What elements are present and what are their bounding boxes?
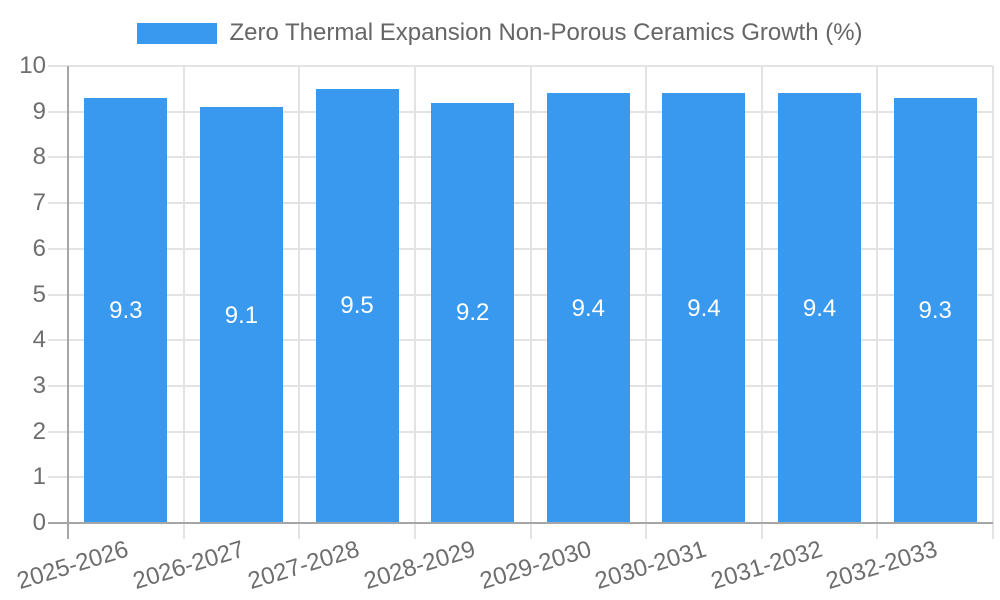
y-tick-label-5: 5 bbox=[32, 280, 46, 308]
bar-value-label-2027-2028: 9.5 bbox=[340, 292, 374, 320]
x-tick-label-2031-2032: 2031-2032 bbox=[707, 535, 826, 595]
bar-2031-2032 bbox=[778, 93, 862, 523]
x-tick-label-2032-2033: 2032-2033 bbox=[823, 535, 941, 595]
x-tick-label-2030-2031: 2030-2031 bbox=[592, 535, 710, 595]
legend-item[interactable]: Zero Thermal Expansion Non-Porous Cerami… bbox=[0, 21, 1000, 45]
gridline-x-8 bbox=[992, 66, 994, 539]
gridline-x-7 bbox=[876, 66, 879, 539]
bar-2032-2033 bbox=[893, 97, 977, 523]
gridline-y-9 bbox=[48, 110, 993, 113]
bar-value-label-2026-2027: 9.1 bbox=[224, 301, 259, 329]
y-tick-label-0: 0 bbox=[32, 509, 46, 536]
gridline-x-1 bbox=[182, 66, 185, 539]
y-tick-label-8: 8 bbox=[32, 143, 46, 171]
y-tick-label-9: 9 bbox=[32, 97, 46, 125]
gridline-y-8 bbox=[48, 156, 993, 159]
bar-value-label-2028-2029: 9.2 bbox=[456, 299, 490, 327]
bar-value-label-2029-2030: 9.4 bbox=[571, 294, 605, 322]
gridline-y-4 bbox=[48, 339, 993, 342]
gridline-y-6 bbox=[48, 247, 993, 250]
legend-label: Zero Thermal Expansion Non-Porous Cerami… bbox=[229, 19, 863, 46]
gridline-x-3 bbox=[413, 66, 416, 539]
bar-value-label-2032-2033: 9.3 bbox=[918, 296, 952, 324]
y-tick-label-3: 3 bbox=[32, 371, 46, 399]
gridline-y-3 bbox=[48, 384, 993, 387]
x-tick-label-2026-2027: 2026-2027 bbox=[129, 535, 248, 595]
gridline-y-1 bbox=[48, 476, 993, 479]
x-axis-line bbox=[48, 522, 993, 524]
y-tick-label-2: 2 bbox=[32, 417, 46, 445]
gridline-x-4 bbox=[529, 66, 532, 539]
y-tick-label-10: 10 bbox=[19, 52, 46, 79]
y-tick-label-4: 4 bbox=[32, 326, 46, 354]
bar-value-label-2031-2032: 9.4 bbox=[802, 294, 837, 322]
gridline-y-7 bbox=[48, 202, 993, 205]
gridline-y-2 bbox=[48, 430, 993, 433]
gridline-y-10 bbox=[48, 65, 993, 67]
gridline-x-2 bbox=[298, 66, 301, 539]
x-tick-label-2027-2028: 2027-2028 bbox=[245, 535, 363, 595]
gridline-x-5 bbox=[645, 66, 648, 539]
bar-2029-2030 bbox=[546, 93, 630, 523]
x-tick-label-2029-2030: 2029-2030 bbox=[476, 535, 595, 595]
y-axis-line bbox=[67, 66, 69, 539]
x-tick-label-2028-2029: 2028-2029 bbox=[360, 535, 479, 595]
x-tick-label-2025-2026: 2025-2026 bbox=[13, 535, 132, 595]
bar-2026-2027 bbox=[199, 107, 283, 523]
bar-2027-2028 bbox=[315, 88, 399, 523]
y-tick-label-6: 6 bbox=[32, 234, 46, 262]
bar-2025-2026 bbox=[84, 97, 168, 523]
bar-2030-2031 bbox=[662, 93, 746, 523]
bar-value-label-2030-2031: 9.4 bbox=[687, 294, 721, 322]
bar-value-label-2025-2026: 9.3 bbox=[109, 296, 143, 324]
bar-2028-2029 bbox=[431, 102, 515, 523]
gridline-x-6 bbox=[760, 66, 763, 539]
y-tick-label-7: 7 bbox=[32, 189, 46, 217]
y-tick-label-1: 1 bbox=[32, 463, 46, 491]
legend-swatch bbox=[137, 22, 218, 44]
gridline-y-5 bbox=[48, 293, 993, 296]
